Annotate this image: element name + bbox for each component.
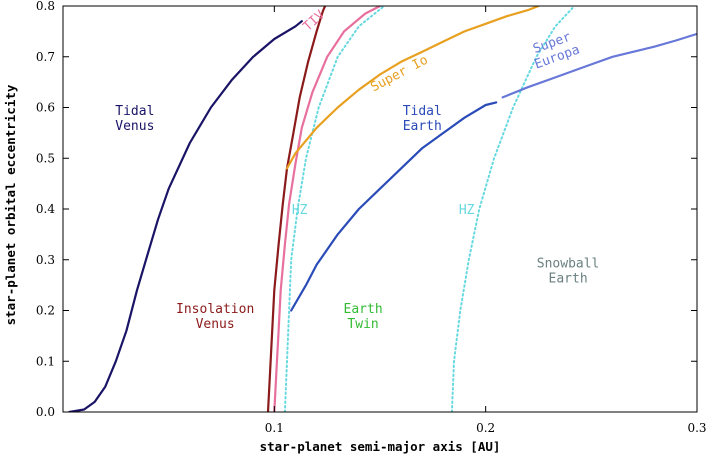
region-label-line: Earth bbox=[403, 119, 442, 134]
region-label-4: HZ bbox=[292, 203, 308, 218]
region-label-line: Insolation bbox=[176, 302, 254, 317]
plot-frame bbox=[62, 5, 698, 413]
y-tick-label: 0.2 bbox=[36, 304, 55, 318]
series-line-1 bbox=[68, 20, 303, 412]
series-line-8 bbox=[501, 32, 697, 99]
region-label-3: TIV bbox=[301, 8, 329, 35]
region-label-line: Earth bbox=[344, 302, 383, 317]
series-line-3 bbox=[273, 6, 382, 412]
region-label-line: Venus bbox=[196, 317, 235, 332]
region-label-line: Tidal bbox=[403, 104, 442, 119]
region-label-6: Super Io bbox=[368, 53, 430, 96]
series-line-7 bbox=[290, 101, 498, 312]
region-label-line: TIV bbox=[301, 8, 329, 35]
y-tick-label: 0.8 bbox=[36, 0, 55, 13]
x-tick-label: 0.2 bbox=[476, 421, 495, 435]
y-tick-label: 0.5 bbox=[36, 151, 55, 165]
y-tick-label: 0.7 bbox=[36, 50, 55, 64]
y-tick-label: 0.3 bbox=[36, 253, 55, 267]
region-label-line: Twin bbox=[347, 317, 378, 332]
region-label-line: Super Io bbox=[368, 53, 430, 96]
ticks: 0.1 0.2 0.3 0.0 0.1 0.2 0.3 0.4 0.5 0.6 0.7 0.8 bbox=[36, 0, 707, 435]
region-label-7: Tidal Earth bbox=[403, 104, 442, 134]
region-label-10: Snowball Earth bbox=[537, 256, 600, 286]
y-tick-label: 0.4 bbox=[36, 202, 55, 216]
region-label-line: Earth bbox=[549, 271, 588, 286]
y-tick-label: 0.1 bbox=[36, 354, 55, 368]
region-label-1: Tidal Venus bbox=[115, 104, 154, 134]
y-axis-label: star-planet orbital eccentricity bbox=[3, 84, 18, 325]
region-label-5: HZ bbox=[459, 203, 475, 218]
y-tick-label: 0.0 bbox=[36, 405, 55, 419]
region-label-line: Venus bbox=[115, 119, 154, 134]
x-axis-label: star-planet semi-major axis [AU] bbox=[260, 439, 501, 454]
region-label-2: Insolation Venus bbox=[176, 302, 254, 332]
region-label-8: SuperEuropa bbox=[527, 28, 581, 72]
region-label-line: HZ bbox=[292, 203, 308, 218]
x-tick-label: 0.3 bbox=[687, 421, 706, 435]
y-tick-label: 0.6 bbox=[36, 101, 55, 115]
series-line-6 bbox=[285, 6, 540, 170]
curves bbox=[68, 6, 697, 412]
series-line-5 bbox=[450, 6, 576, 412]
series-line-4 bbox=[283, 6, 386, 412]
region-label-line: Tidal bbox=[115, 104, 154, 119]
x-tick-label: 0.1 bbox=[265, 421, 284, 435]
region-label-line: Snowball bbox=[537, 256, 600, 271]
region-label-9: Earth Twin bbox=[344, 302, 383, 332]
region-label-line: HZ bbox=[459, 203, 475, 218]
